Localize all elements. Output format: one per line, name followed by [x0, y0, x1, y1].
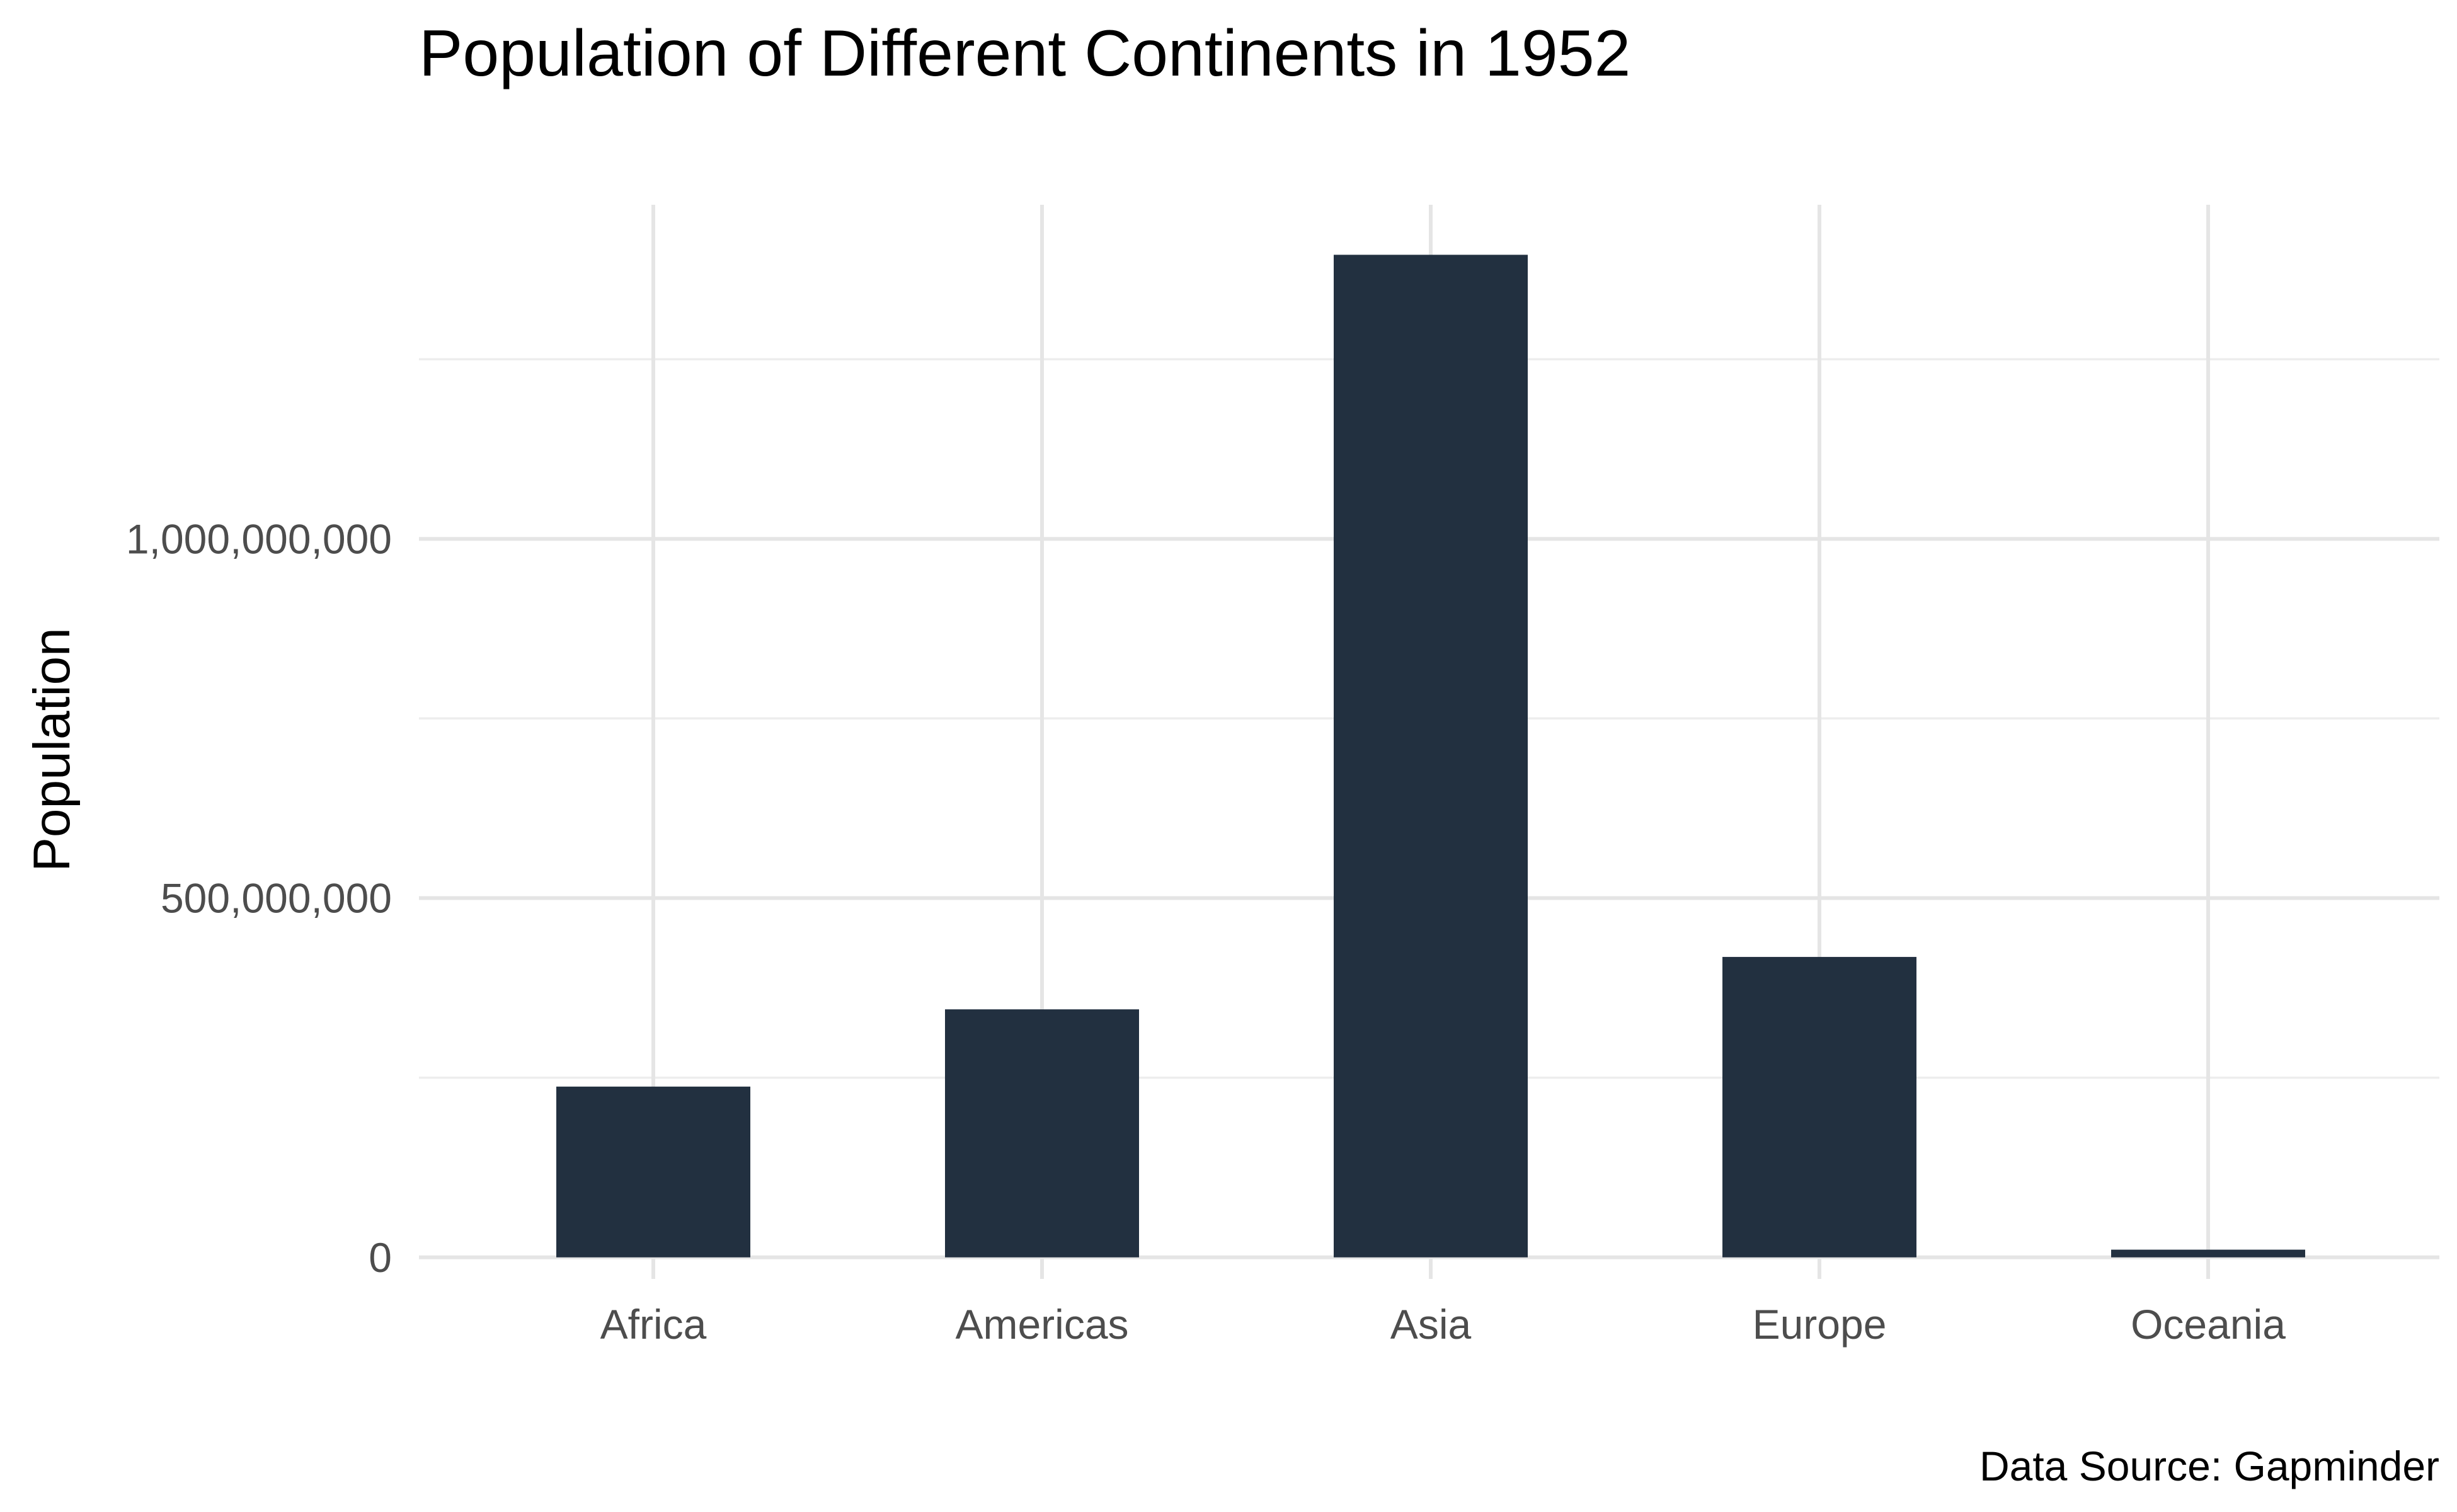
bar-oceania: [2111, 1249, 2305, 1257]
bar-americas: [945, 1009, 1139, 1257]
y-axis-label: Population: [23, 627, 81, 872]
x-axis-ticks: Africa Americas Asia Europe Oceania: [600, 1301, 2286, 1348]
bar-europe: [1722, 956, 1916, 1257]
x-tick-label: Oceania: [2131, 1301, 2286, 1348]
chart-title: Population of Different Continents in 19…: [419, 17, 1630, 90]
y-tick-label: 0: [369, 1234, 392, 1281]
chart-caption: Data Source: Gapminder: [1979, 1443, 2439, 1489]
y-tick-label: 500,000,000: [161, 875, 392, 922]
bar-asia: [1334, 255, 1528, 1257]
y-axis-ticks: 0 500,000,000 1,000,000,000: [126, 515, 392, 1280]
x-tick-label: Europe: [1753, 1301, 1887, 1348]
x-tick-label: Africa: [600, 1301, 707, 1348]
bar-africa: [556, 1086, 750, 1257]
x-tick-label: Asia: [1390, 1301, 1472, 1348]
y-tick-label: 1,000,000,000: [126, 515, 392, 562]
x-tick-label: Americas: [955, 1301, 1128, 1348]
bars: [556, 255, 2305, 1257]
